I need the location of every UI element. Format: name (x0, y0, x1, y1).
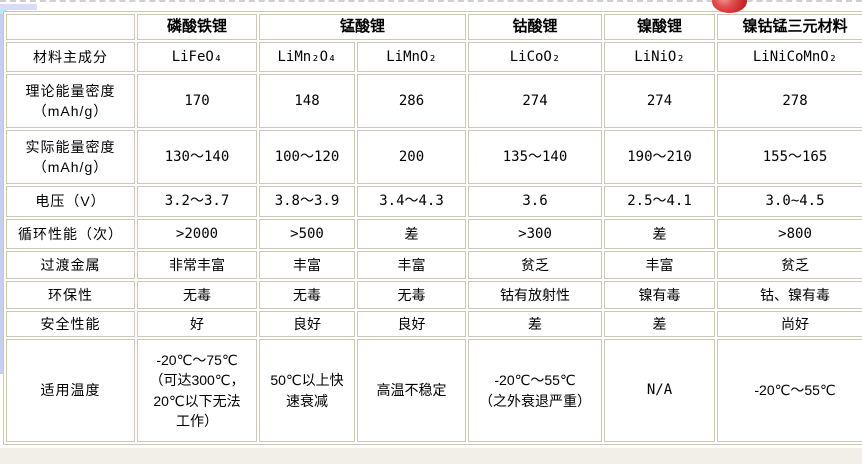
table-row-operating-temperature: 适用温度 -20℃～75℃ （可达300℃， 20℃以下无法 工作） 50℃以上… (6, 339, 862, 442)
cell: 2.5～4.1 (604, 186, 716, 217)
row-label: 实际能量密度 （mAh/g） (6, 130, 135, 184)
cell: 3.2～3.7 (137, 186, 257, 217)
cell: >300 (468, 219, 603, 249)
cell: 100～120 (259, 130, 355, 184)
cell: 好 (137, 311, 257, 337)
cell: 钴有放射性 (468, 281, 603, 309)
header-limn: 锰酸锂 (259, 14, 467, 40)
table-row-composition: 材料主成分 LiFeO₄ LiMn₂O₄ LiMnO₂ LiCoO₂ LiNiO… (6, 42, 862, 72)
cell: LiMn₂O₄ (259, 42, 355, 72)
cell: 差 (604, 311, 716, 337)
cell: 差 (604, 219, 716, 249)
cell: 钴、镍有毒 (717, 281, 862, 309)
cell: -20℃～55℃ (717, 339, 862, 442)
cell: -20℃～55℃ （之外衰退严重） (468, 339, 603, 442)
table-row-cycle-life: 循环性能（次） >2000 >500 差 >300 差 >800 (6, 219, 862, 249)
cell: N/A (604, 339, 716, 442)
cell: 130～140 (137, 130, 257, 184)
cell: 丰富 (604, 251, 716, 279)
row-label: 安全性能 (6, 311, 135, 337)
row-label: 电压（V） (6, 186, 135, 217)
cell: 50℃以上快 速衰减 (259, 339, 355, 442)
cell: 良好 (357, 311, 467, 337)
header-linio2: 镍酸锂 (604, 14, 716, 40)
cell: -20℃～75℃ （可达300℃， 20℃以下无法 工作） (137, 339, 257, 442)
cell: 差 (357, 219, 467, 249)
cell: 差 (468, 311, 603, 337)
cell: 148 (259, 74, 355, 128)
cell: 尚好 (717, 311, 862, 337)
table-row-environmental: 环保性 无毒 无毒 无毒 钴有放射性 镍有毒 钴、镍有毒 (6, 281, 862, 309)
table-row-voltage: 电压（V） 3.2～3.7 3.8～3.9 3.4～4.3 3.6 2.5～4.… (6, 186, 862, 217)
table-row-transition-metal: 过渡金属 非常丰富 丰富 丰富 贫乏 丰富 贫乏 (6, 251, 862, 279)
row-label: 理论能量密度 （mAh/g） (6, 74, 135, 128)
cell: 274 (604, 74, 716, 128)
header-lifepo4: 磷酸铁锂 (137, 14, 257, 40)
slide-left-strip (0, 14, 3, 374)
cell: 3.6 (468, 186, 603, 217)
cell: 200 (357, 130, 467, 184)
header-licoo2: 钴酸锂 (468, 14, 603, 40)
cell: 非常丰富 (137, 251, 257, 279)
table-row-safety: 安全性能 好 良好 良好 差 差 尚好 (6, 311, 862, 337)
row-label: 过渡金属 (6, 251, 135, 279)
cell: 190～210 (604, 130, 716, 184)
top-dashed-line (0, 0, 862, 2)
cell: >800 (717, 219, 862, 249)
table-row-actual-density: 实际能量密度 （mAh/g） 130～140 100～120 200 135～1… (6, 130, 862, 184)
cell: >500 (259, 219, 355, 249)
cell: LiNiCoMnO₂ (717, 42, 862, 72)
cell: 170 (137, 74, 257, 128)
battery-comparison-table: 磷酸铁锂 锰酸锂 钴酸锂 镍酸锂 镍钴锰三元材料 材料主成分 LiFeO₄ Li… (3, 11, 862, 445)
slide-lavender-bar (0, 4, 37, 10)
cell: 镍有毒 (604, 281, 716, 309)
cell: 3.4～4.3 (357, 186, 467, 217)
cell: LiNiO₂ (604, 42, 716, 72)
corner-cell (6, 14, 135, 40)
cell: 286 (357, 74, 467, 128)
cell: 155～165 (717, 130, 862, 184)
cell: 135～140 (468, 130, 603, 184)
cell: 无毒 (357, 281, 467, 309)
cell: 贫乏 (717, 251, 862, 279)
bottom-gray-strip (0, 448, 862, 464)
cell: LiCoO₂ (468, 42, 603, 72)
cell: LiMnO₂ (357, 42, 467, 72)
cell: 丰富 (259, 251, 355, 279)
cell: 良好 (259, 311, 355, 337)
row-label: 循环性能（次） (6, 219, 135, 249)
red-pushpin-icon (712, 0, 747, 13)
table-header-row: 磷酸铁锂 锰酸锂 钴酸锂 镍酸锂 镍钴锰三元材料 (6, 14, 862, 40)
cell: 贫乏 (468, 251, 603, 279)
cell: 274 (468, 74, 603, 128)
cell: 丰富 (357, 251, 467, 279)
cell: 无毒 (137, 281, 257, 309)
cell: >2000 (137, 219, 257, 249)
cell: 无毒 (259, 281, 355, 309)
row-label: 环保性 (6, 281, 135, 309)
cell: 高温不稳定 (357, 339, 467, 442)
cell: LiFeO₄ (137, 42, 257, 72)
cell: 3.8～3.9 (259, 186, 355, 217)
table-row-theoretical-density: 理论能量密度 （mAh/g） 170 148 286 274 274 278 (6, 74, 862, 128)
row-label: 材料主成分 (6, 42, 135, 72)
row-label: 适用温度 (6, 339, 135, 442)
header-nmc: 镍钴锰三元材料 (717, 14, 862, 40)
cell: 3.0~4.5 (717, 186, 862, 217)
cell: 278 (717, 74, 862, 128)
